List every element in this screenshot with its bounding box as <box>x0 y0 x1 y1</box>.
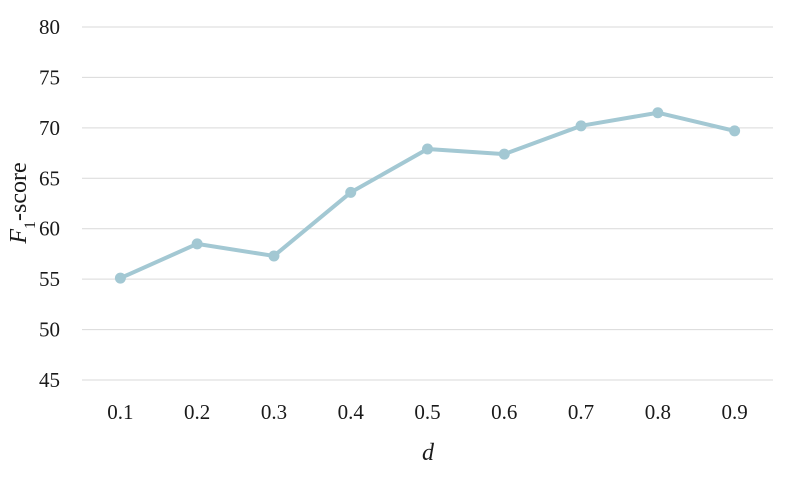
y-tick-label: 70 <box>39 116 60 140</box>
y-axis-title-main: F <box>6 229 32 245</box>
data-point <box>114 272 126 284</box>
series-line <box>118 110 737 281</box>
y-tick-label: 65 <box>39 166 60 190</box>
data-point <box>575 120 587 132</box>
x-tick-label: 0.6 <box>491 400 517 424</box>
data-point <box>498 148 510 160</box>
x-tick-label: 0.3 <box>261 400 287 424</box>
data-point <box>422 143 433 155</box>
y-tick-label: 80 <box>39 15 60 39</box>
data-point <box>345 186 357 198</box>
x-tick-label: 0.7 <box>568 400 594 424</box>
y-axis-title: F1-score <box>6 162 39 244</box>
y-tick-label: 75 <box>39 65 60 89</box>
y-tick-label: 45 <box>39 368 60 392</box>
x-tick-label: 0.2 <box>184 400 210 424</box>
x-tick-label: 0.4 <box>338 400 365 424</box>
y-tick-label: 60 <box>39 217 60 241</box>
data-point <box>729 125 741 137</box>
y-axis-title-rest: -score <box>6 162 32 221</box>
x-tick-label: 0.5 <box>414 400 440 424</box>
data-point <box>652 107 664 119</box>
y-tick-label: 50 <box>39 318 60 342</box>
x-axis-ticks: 0.1 0.2 0.3 0.4 0.5 0.6 0.7 0.8 0.9 <box>107 400 747 424</box>
x-tick-label: 0.1 <box>107 400 133 424</box>
y-axis-ticks: 45 50 55 60 65 70 75 80 <box>39 15 60 392</box>
data-point <box>191 238 203 250</box>
gridlines <box>82 26 773 381</box>
data-point <box>268 250 280 262</box>
y-tick-label: 55 <box>39 267 60 291</box>
x-tick-label: 0.9 <box>721 400 747 424</box>
x-axis-title: d <box>422 440 435 466</box>
y-axis-title-subscript: 1 <box>22 221 39 229</box>
x-tick-label: 0.8 <box>645 400 671 424</box>
series-group <box>114 107 741 284</box>
